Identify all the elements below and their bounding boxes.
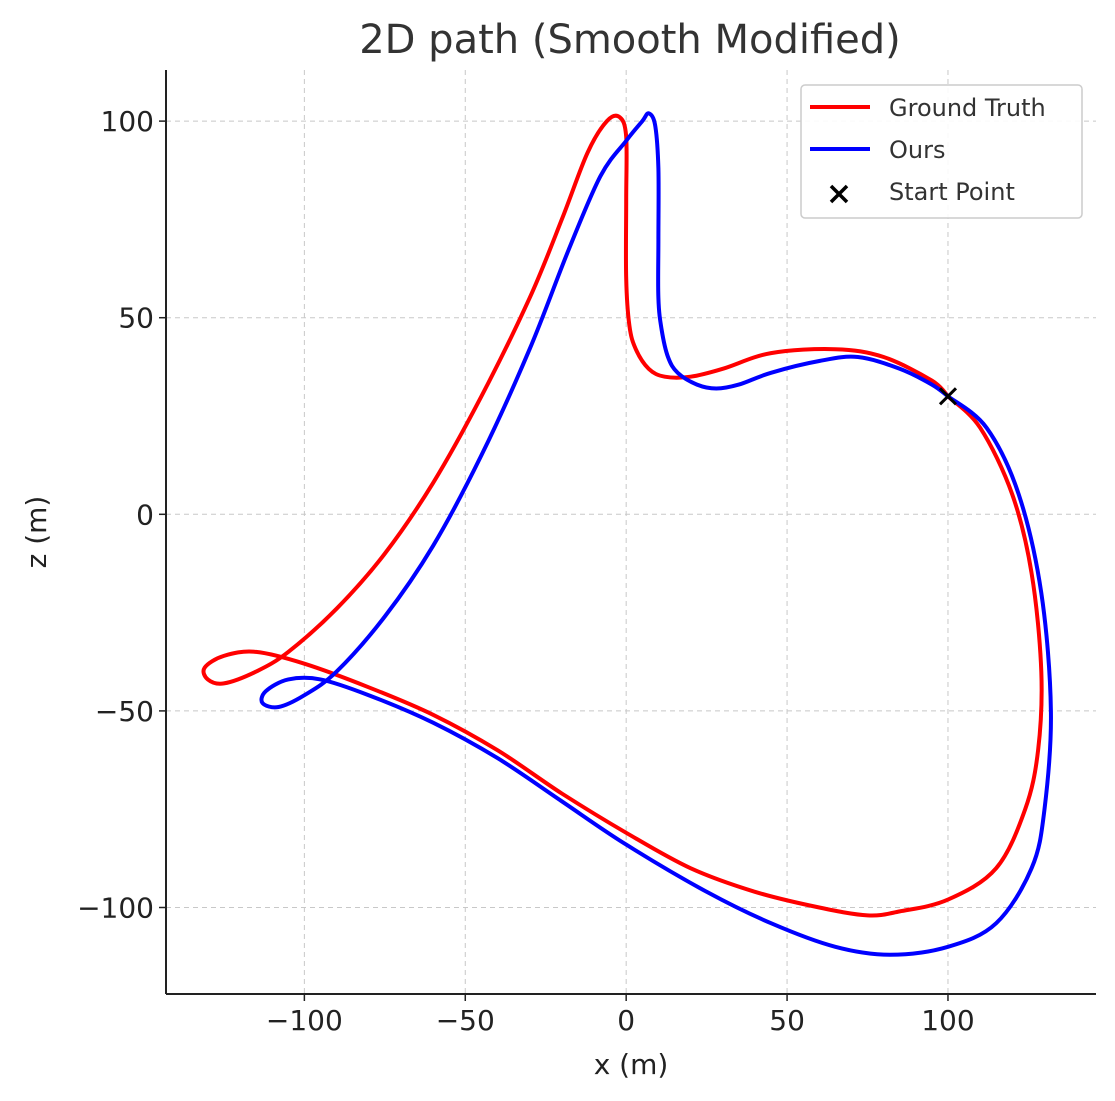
x-tick-label: 100 — [921, 1004, 974, 1037]
y-tick-label: 100 — [101, 105, 154, 138]
start-point-marker — [938, 387, 958, 406]
x-tick-label: 50 — [769, 1004, 805, 1037]
legend-label-ours: Ours — [889, 136, 945, 164]
legend-label-ground-truth: Ground Truth — [889, 94, 1046, 122]
legend-marker-start-point — [829, 184, 849, 204]
x-tick-label: −50 — [436, 1004, 495, 1037]
x-axis-label: x (m) — [594, 1048, 669, 1081]
marker-layer — [938, 387, 958, 406]
legend-box — [800, 84, 1083, 219]
series-line-ground-truth — [201, 113, 1044, 918]
x-tick-label: 0 — [617, 1004, 635, 1037]
series-layer — [201, 111, 1053, 957]
y-tick-label: −50 — [95, 695, 154, 728]
series-line-ours — [259, 111, 1053, 957]
y-axis-label: z (m) — [20, 496, 53, 569]
ticks: −100 −50 0 50 100 −100 −50 0 50 100 — [77, 105, 975, 1037]
chart-title: 2D path (Smooth Modified) — [359, 17, 901, 63]
y-tick-label: −100 — [77, 891, 154, 924]
y-tick-label: 50 — [118, 302, 154, 335]
y-tick-label: 0 — [136, 498, 154, 531]
legend: Ground Truth Ours Start Point — [800, 84, 1083, 219]
legend-label-start-point: Start Point — [889, 178, 1015, 206]
x-tick-label: −100 — [266, 1004, 343, 1037]
